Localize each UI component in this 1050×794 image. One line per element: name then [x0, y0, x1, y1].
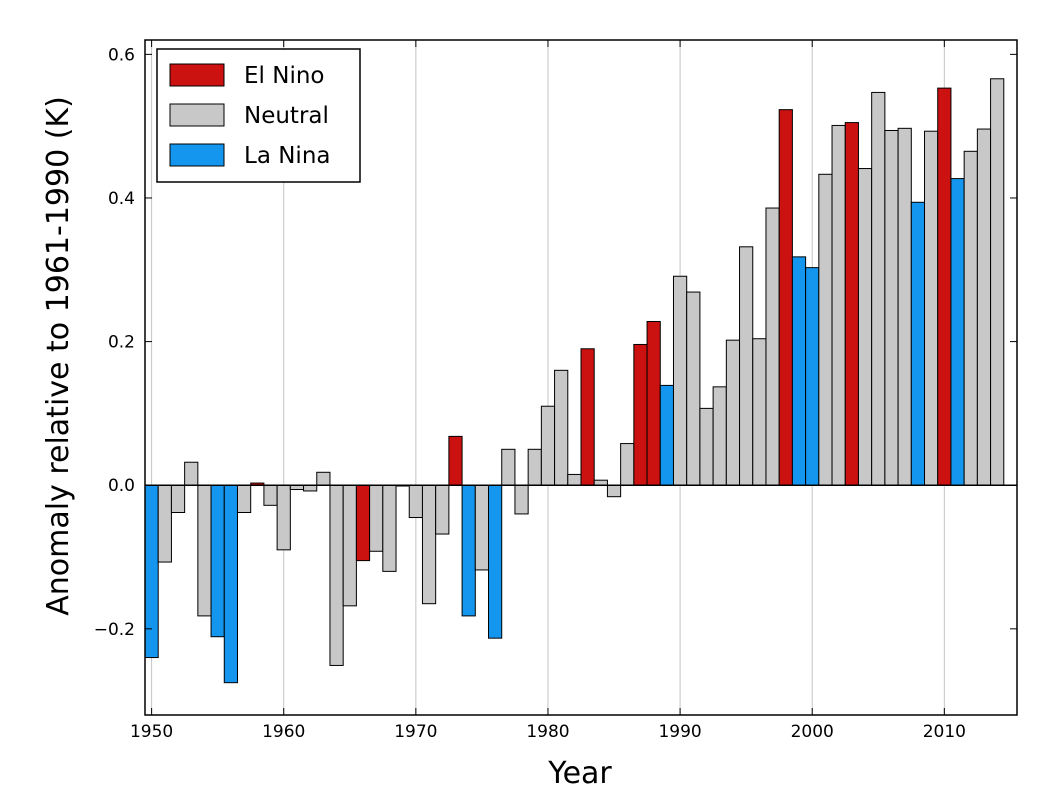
bar-1968	[382, 484, 397, 572]
bar-2014	[990, 78, 1005, 486]
bar-1962	[303, 484, 318, 492]
bar-1952	[170, 484, 186, 514]
y-tick-label: 0.2	[108, 333, 135, 353]
x-tick-label: 2010	[923, 722, 966, 742]
x-tick-label: 1950	[130, 722, 173, 742]
bar-2009	[924, 130, 939, 486]
bar-1977	[501, 448, 516, 486]
bar-1970	[408, 484, 423, 519]
bar-2007	[897, 127, 912, 486]
bar-1989	[659, 384, 674, 486]
bar-2006	[884, 129, 899, 486]
y-tick-label: 0.0	[108, 476, 135, 496]
bar-1965	[342, 484, 357, 607]
bar-1974	[461, 484, 476, 617]
tick-layer: 1950 1960 1970 1980 1990 2000 2010 −0.2 0.0 0.2 0.…	[94, 40, 1017, 742]
plot-frame	[144, 39, 1018, 716]
legend-label-neutral: Neutral	[244, 103, 329, 129]
bar-1972	[435, 484, 450, 535]
bar-1951	[157, 484, 172, 563]
x-tick-label: 1980	[526, 722, 569, 742]
bar-1963	[316, 471, 331, 486]
legend-swatch-neutral	[169, 103, 225, 127]
bar-1997	[765, 207, 780, 486]
bar-1985	[606, 484, 622, 498]
bar-1999	[791, 256, 807, 486]
bar-2008	[910, 201, 926, 486]
bar-1973	[448, 435, 463, 486]
bar-2010	[937, 87, 952, 486]
bar-1995	[739, 246, 754, 486]
bar-1980	[540, 405, 556, 486]
bar-1987	[633, 343, 648, 486]
bar-1966	[355, 484, 371, 562]
bar-1950	[144, 484, 159, 659]
x-tick-label: 1960	[262, 722, 305, 742]
legend-label-elnino: El Nino	[244, 63, 324, 89]
bar-1990	[672, 275, 688, 486]
bar-1956	[223, 484, 238, 684]
bar-1976	[488, 484, 503, 639]
bar-1978	[514, 484, 529, 515]
bar-1988	[646, 320, 661, 486]
x-axis-title: Year	[547, 756, 612, 791]
bar-2000	[805, 267, 820, 486]
bar-1971	[421, 484, 437, 605]
bar-1984	[593, 479, 608, 486]
bar-1994	[725, 339, 741, 486]
bar-1964	[329, 484, 344, 666]
bar-1959	[263, 484, 278, 506]
bar-1981	[554, 369, 569, 486]
x-tick-label: 1990	[658, 722, 701, 742]
bar-1960	[276, 484, 291, 551]
bar-2013	[976, 128, 992, 486]
y-tick-label: −0.2	[94, 620, 135, 640]
bar-1982	[567, 473, 582, 486]
bar-1957	[236, 484, 252, 514]
bar-1955	[210, 484, 225, 638]
bar-1991	[686, 291, 701, 486]
bar-1975	[474, 484, 490, 571]
bar-2005	[871, 91, 886, 486]
bar-1954	[197, 484, 212, 617]
legend: El Nino Neutral La Nina	[156, 48, 361, 183]
bar-2004	[857, 168, 873, 486]
x-tick-label: 2000	[791, 722, 834, 742]
bar-1998	[778, 109, 793, 486]
bar-1967	[369, 484, 384, 552]
bar-2002	[831, 124, 846, 486]
bar-1986	[620, 443, 635, 486]
bar-2001	[818, 173, 833, 486]
x-tick-label: 1970	[394, 722, 437, 742]
bar-1979	[527, 448, 542, 486]
legend-swatch-elnino	[169, 63, 225, 87]
legend-swatch-lanina	[169, 143, 225, 167]
y-tick-label: 0.4	[108, 189, 135, 209]
bar-2003	[844, 122, 859, 486]
bar-1993	[712, 386, 727, 486]
bar-layer	[144, 78, 1005, 684]
bar-1983	[580, 348, 595, 486]
y-axis-title: Anomaly relative to 1961-1990 (K)	[41, 96, 76, 616]
bar-1992	[699, 407, 714, 486]
bar-1953	[184, 461, 199, 486]
bar-2011	[950, 178, 965, 486]
y-tick-label: 0.6	[108, 45, 135, 65]
legend-label-lanina: La Nina	[244, 143, 331, 169]
bar-1996	[752, 338, 767, 486]
bar-2012	[963, 150, 978, 486]
